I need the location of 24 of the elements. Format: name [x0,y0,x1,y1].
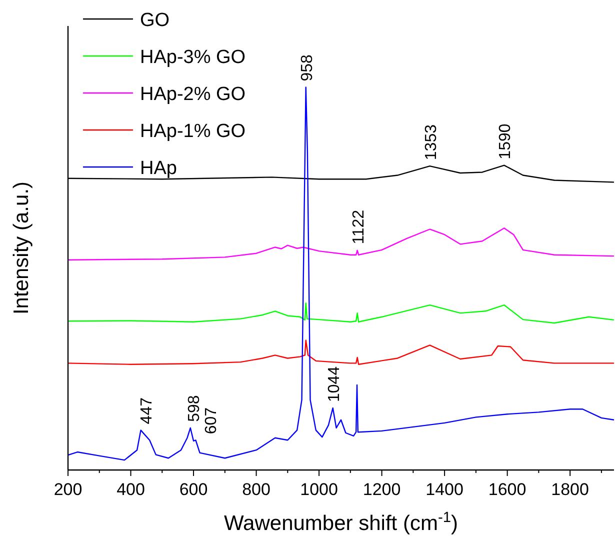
x-tick-label: 600 [179,480,208,499]
annotation: 607 [202,407,220,434]
annotation: 1353 [422,124,440,160]
annotation: 958 [298,54,316,82]
annotation: 598 [186,395,203,422]
legend-label: HAp-3% GO [140,47,246,68]
annotation: 1122 [350,210,368,244]
x-tick-label: 1600 [488,480,526,499]
x-tick-label: 400 [116,480,145,499]
x-tick-label: 1800 [551,480,589,499]
legend-label: HAp-1% GO [140,121,246,142]
legend-label: GO [140,10,170,31]
x-axis-title: Wawenumber shift (cm$^{-1}$) [224,510,458,535]
x-tick-label: 1400 [426,480,464,499]
legend-label: HAp-2% GO [140,84,246,105]
annotation: 1044 [326,366,343,402]
x-tick-label: 1200 [362,480,401,499]
legend-label: HAp [140,158,177,179]
annotation: 447 [138,397,156,424]
annotation: 1590 [497,124,514,160]
y-axis-title: Intensity (a.u.) [10,181,33,315]
x-tick-label: 800 [242,480,270,499]
x-tick-label: 200 [54,480,82,499]
x-tick-label: 1000 [300,480,338,499]
